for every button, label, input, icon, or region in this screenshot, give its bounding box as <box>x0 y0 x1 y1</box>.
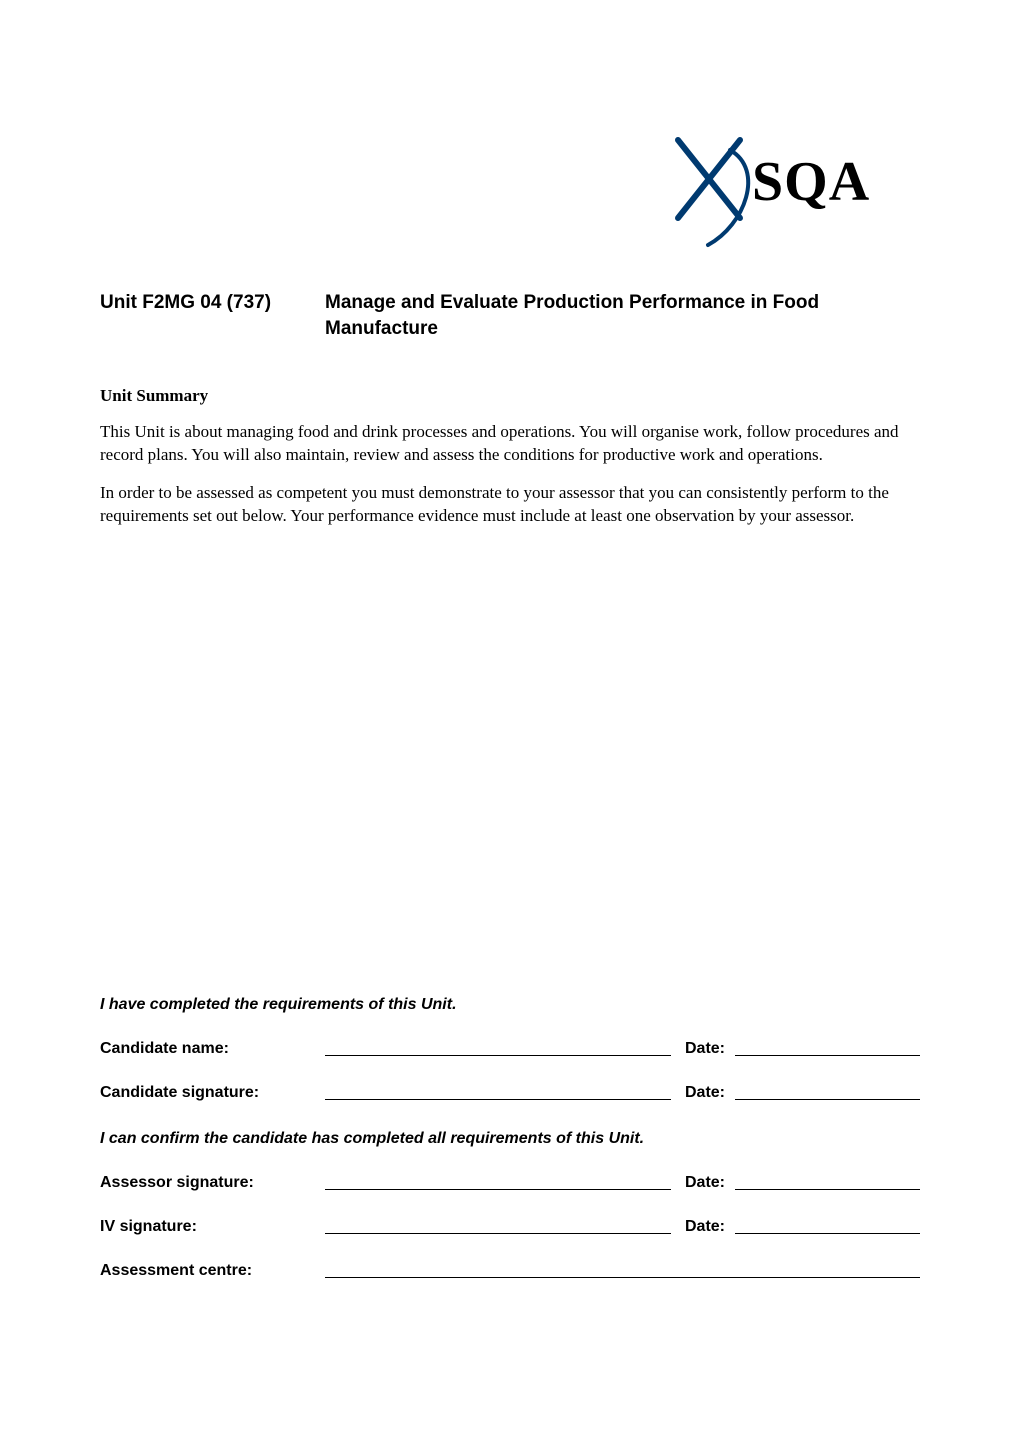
iv-signature-input[interactable] <box>325 1232 671 1234</box>
summary-heading: Unit Summary <box>100 386 920 406</box>
iv-signature-row: IV signature: Date: <box>100 1210 920 1236</box>
svg-text:SQA: SQA <box>752 151 870 213</box>
assessment-centre-input[interactable] <box>325 1276 920 1278</box>
date-label: Date: <box>685 1040 725 1058</box>
sqa-logo: SQA <box>670 130 890 255</box>
unit-code: Unit F2MG 04 (737) <box>100 290 325 316</box>
unit-title: Manage and Evaluate Production Performan… <box>325 290 920 341</box>
form-confirm: I can confirm the candidate has complete… <box>100 1130 920 1148</box>
summary-para-2: In order to be assessed as competent you… <box>100 482 920 528</box>
candidate-name-row: Candidate name: Date: <box>100 1032 920 1058</box>
candidate-signature-input[interactable] <box>325 1098 671 1100</box>
assessment-centre-row: Assessment centre: <box>100 1254 920 1280</box>
date-label: Date: <box>685 1218 725 1236</box>
candidate-signature-date-input[interactable] <box>735 1098 920 1100</box>
assessor-signature-date-input[interactable] <box>735 1188 920 1190</box>
assessor-signature-label: Assessor signature: <box>100 1174 325 1192</box>
candidate-name-input[interactable] <box>325 1054 671 1056</box>
candidate-signature-row: Candidate signature: Date: <box>100 1076 920 1102</box>
candidate-signature-label: Candidate signature: <box>100 1084 325 1102</box>
assessment-centre-label: Assessment centre: <box>100 1262 325 1280</box>
summary-para-1: This Unit is about managing food and dri… <box>100 421 920 467</box>
candidate-name-label: Candidate name: <box>100 1040 325 1058</box>
form-intro: I have completed the requirements of thi… <box>100 996 920 1014</box>
assessor-signature-input[interactable] <box>325 1188 671 1190</box>
iv-signature-date-input[interactable] <box>735 1232 920 1234</box>
assessor-signature-row: Assessor signature: Date: <box>100 1166 920 1192</box>
candidate-name-date-input[interactable] <box>735 1054 920 1056</box>
date-label: Date: <box>685 1084 725 1102</box>
iv-signature-label: IV signature: <box>100 1218 325 1236</box>
date-label: Date: <box>685 1174 725 1192</box>
